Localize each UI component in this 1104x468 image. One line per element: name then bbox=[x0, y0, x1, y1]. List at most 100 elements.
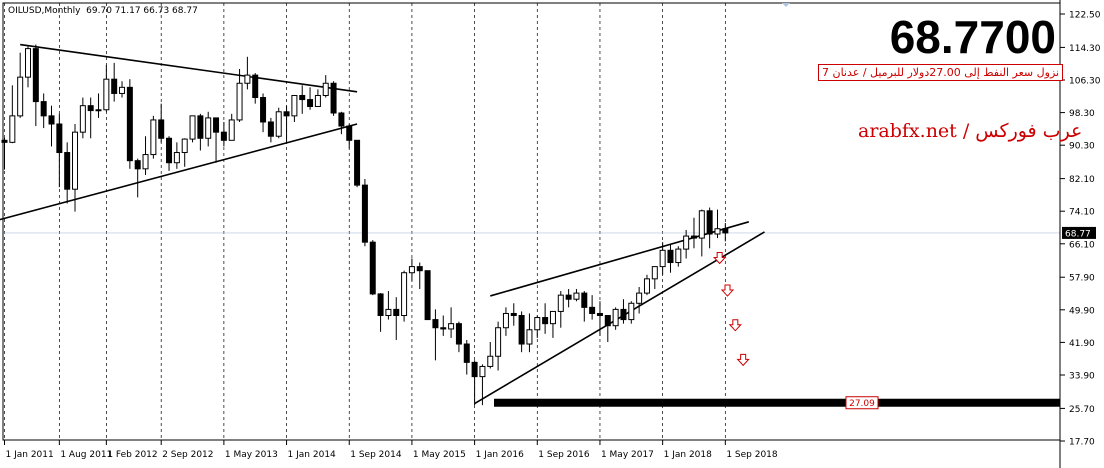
overlays: 27.09 bbox=[494, 251, 1060, 410]
candle-body-up bbox=[291, 94, 298, 117]
down-arrow-icon bbox=[736, 353, 750, 367]
y-tick-label: 90.30 bbox=[1069, 142, 1095, 152]
candle bbox=[87, 97, 94, 139]
candle bbox=[573, 289, 580, 302]
candle-body-down bbox=[432, 319, 439, 329]
candle bbox=[487, 341, 494, 369]
scroll-marker-icon[interactable] bbox=[782, 3, 790, 7]
candle-body-down bbox=[440, 327, 447, 330]
candle bbox=[72, 124, 79, 212]
candle-body-down bbox=[158, 119, 165, 139]
candle-body-up bbox=[79, 105, 86, 133]
candle-body-down bbox=[220, 131, 227, 141]
candle bbox=[166, 136, 173, 171]
y-tick-label: 98.30 bbox=[1069, 109, 1095, 119]
current-price-tag-text: 68.77 bbox=[1065, 229, 1091, 239]
analysis-note: نزول سعر النفط إلى 27.00دولار للبرميل / … bbox=[818, 64, 1064, 81]
trendline[interactable] bbox=[474, 231, 765, 405]
x-tick-label: 1 Aug 2011 bbox=[60, 450, 112, 460]
candle bbox=[455, 321, 462, 353]
candle bbox=[1, 137, 8, 170]
candle bbox=[502, 307, 509, 336]
candle bbox=[706, 207, 713, 249]
candle-body-down bbox=[722, 228, 729, 234]
x-tick-label: 1 Sep 2014 bbox=[350, 450, 402, 460]
trendline[interactable] bbox=[0, 123, 358, 225]
candle bbox=[510, 303, 517, 326]
down-arrow-icon bbox=[728, 319, 742, 332]
candle bbox=[9, 85, 16, 144]
candle bbox=[150, 115, 157, 159]
candle bbox=[111, 62, 118, 102]
candle-body-up bbox=[448, 323, 455, 330]
candle bbox=[126, 79, 133, 169]
candle-body-up bbox=[495, 327, 502, 357]
candle bbox=[40, 93, 47, 129]
candle-body-down bbox=[111, 78, 118, 94]
candle bbox=[197, 113, 204, 151]
candle bbox=[408, 258, 415, 281]
target-label: 27.09 bbox=[845, 396, 879, 410]
candle bbox=[346, 124, 353, 149]
x-tick-label: 1 May 2017 bbox=[601, 450, 654, 460]
candle bbox=[377, 293, 384, 332]
candle-body-down bbox=[260, 97, 267, 123]
candle bbox=[291, 94, 298, 122]
candle-body-up bbox=[408, 266, 415, 274]
grid bbox=[3, 3, 1060, 440]
candle-body-down bbox=[354, 139, 361, 186]
candle-body-down bbox=[48, 115, 55, 125]
candle-body-down bbox=[307, 99, 314, 107]
candle bbox=[416, 262, 423, 290]
candle-body-up bbox=[142, 154, 149, 170]
candle bbox=[495, 321, 502, 371]
x-tick-label: 2 Sep 2012 bbox=[162, 450, 213, 460]
candle-body-down bbox=[213, 117, 220, 133]
candle-body-down bbox=[369, 241, 376, 295]
candle bbox=[675, 246, 682, 267]
trendline[interactable] bbox=[20, 43, 358, 93]
target-support-bar bbox=[494, 398, 1060, 407]
candle-body-up bbox=[573, 292, 580, 300]
trendlines[interactable] bbox=[0, 43, 765, 405]
y-tick-label: 74.10 bbox=[1069, 208, 1095, 218]
candle-body-down bbox=[40, 101, 47, 117]
x-tick-label: 1 Feb 2012 bbox=[107, 450, 157, 460]
candle bbox=[173, 142, 180, 169]
candle-body-down bbox=[338, 112, 345, 127]
candle bbox=[314, 89, 321, 107]
candle-body-down bbox=[581, 292, 588, 308]
candle-body-up bbox=[25, 48, 32, 78]
candle bbox=[275, 107, 282, 139]
candle bbox=[659, 242, 666, 275]
candle bbox=[628, 301, 635, 324]
candle bbox=[95, 93, 102, 118]
current-price-tag-box bbox=[1062, 226, 1096, 239]
candle-body-down bbox=[510, 312, 517, 317]
candle-body-down bbox=[463, 343, 470, 363]
candle bbox=[448, 307, 455, 338]
y-tick-label: 57.90 bbox=[1069, 274, 1095, 284]
candle-body-down bbox=[377, 293, 384, 317]
y-tick-label: 41.90 bbox=[1069, 339, 1095, 349]
chart-info-header: OILUSD,Monthly 69.70 71.17 66.73 68.77 bbox=[8, 6, 198, 16]
target-label-box bbox=[845, 396, 879, 410]
candle bbox=[252, 73, 259, 104]
y-tick-label: 66.10 bbox=[1069, 240, 1095, 250]
candle-body-up bbox=[557, 294, 564, 312]
candle bbox=[103, 64, 110, 112]
candle-body-down bbox=[126, 86, 133, 162]
candle-body-up bbox=[636, 292, 643, 304]
candle-body-up bbox=[205, 117, 212, 139]
candle-body-up bbox=[683, 235, 690, 250]
trendline[interactable] bbox=[490, 221, 750, 297]
candle bbox=[134, 158, 141, 198]
candle-body-up bbox=[103, 78, 110, 111]
candle-body-up bbox=[17, 76, 24, 117]
candle bbox=[181, 138, 188, 167]
x-tick-label: 1 Jan 2018 bbox=[664, 450, 712, 460]
x-tick-label: 1 Sep 2018 bbox=[726, 450, 778, 460]
candle bbox=[64, 142, 71, 204]
candle-body-up bbox=[534, 317, 541, 331]
candle-body-down bbox=[589, 306, 596, 314]
